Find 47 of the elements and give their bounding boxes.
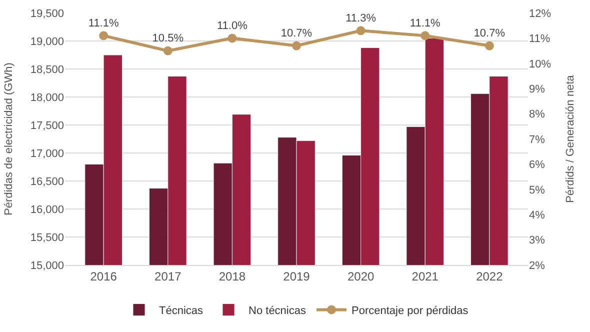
data-label: 11.3% xyxy=(346,12,376,24)
y2-tick-label: 7% xyxy=(529,134,546,146)
point xyxy=(228,34,237,43)
y2-tick-label: 12% xyxy=(529,8,552,20)
point xyxy=(356,26,366,36)
y2-tick-label: 6% xyxy=(529,159,546,172)
legend-label: Técnicas xyxy=(159,305,204,318)
data-label: 10.5% xyxy=(152,32,184,44)
y-tick-label: 16,500 xyxy=(30,176,64,188)
y-tick-label: 15,500 xyxy=(30,232,64,244)
y2-tick-label: 5% xyxy=(529,184,546,196)
point xyxy=(292,41,301,50)
point xyxy=(99,31,108,40)
y-tick-label: 17,000 xyxy=(30,148,64,160)
y2-tick-label: 10% xyxy=(529,58,552,70)
point xyxy=(484,41,494,50)
y-tick-label: 17,500 xyxy=(30,120,64,132)
data-label: 11.1% xyxy=(410,17,441,30)
y-tick-label: 18,500 xyxy=(30,64,64,76)
y2-tick-label: 9% xyxy=(529,83,546,96)
legend-label: Porcentaje por pérdidas xyxy=(351,305,469,318)
point xyxy=(163,46,172,56)
data-label: 11.1% xyxy=(88,17,119,30)
x-tick-label: 2022 xyxy=(476,269,504,284)
point xyxy=(420,31,430,40)
x-tick-label: 2021 xyxy=(412,269,439,284)
x-tick-label: 2017 xyxy=(154,269,182,284)
data-label: 11.0% xyxy=(217,20,248,32)
y2-tick-label: 3% xyxy=(529,234,546,247)
x-tick-label: 2018 xyxy=(218,269,246,284)
legend-label: No técnicas xyxy=(248,305,306,318)
data-label: 10.7% xyxy=(474,27,506,40)
y2-tick-label: 4% xyxy=(529,209,546,222)
y2-axis-title: Pérdids / Generación neta xyxy=(564,74,576,203)
x-tick-label: 2019 xyxy=(283,269,310,284)
y-tick-label: 19,500 xyxy=(30,8,64,20)
y2-tick-label: 11% xyxy=(529,33,550,46)
y2-tick-label: 8% xyxy=(529,108,546,121)
x-tick-label: 2016 xyxy=(90,269,118,284)
y2-tick-label: 2% xyxy=(529,260,546,272)
y-tick-label: 15,000 xyxy=(30,260,64,272)
y-tick-label: 18,000 xyxy=(30,92,64,104)
data-label: 10.7% xyxy=(280,27,312,40)
y-axis-title: Pérdidas de electricidad (GWh) xyxy=(2,62,15,216)
y-tick-label: 16,000 xyxy=(30,204,64,216)
x-tick-label: 2020 xyxy=(347,269,374,284)
y-tick-label: 19,000 xyxy=(30,36,64,48)
